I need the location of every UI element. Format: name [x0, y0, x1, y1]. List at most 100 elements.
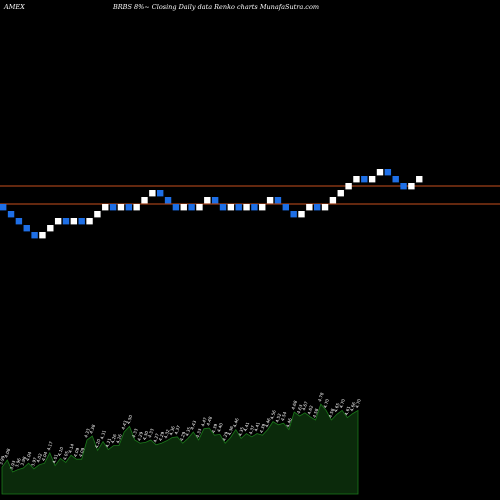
- down-brick-28: [219, 204, 227, 211]
- volume-label-57: 4.67: [301, 400, 309, 411]
- volume-label-29: 4.27: [152, 432, 160, 443]
- volume-label-37: 4.33: [195, 428, 203, 439]
- up-brick-45: [353, 176, 360, 183]
- volume-label-36: 4.43: [189, 420, 197, 431]
- volume-label-44: 4.46: [232, 417, 240, 428]
- volume-label-0: 3.99: [0, 455, 6, 466]
- exchange-label: AMEX: [4, 3, 25, 11]
- up-brick-15: [117, 204, 125, 211]
- up-brick-7: [54, 218, 62, 225]
- renko-bricks: [0, 169, 423, 239]
- volume-label-15: 4.09: [78, 447, 86, 458]
- up-brick-26: [204, 197, 211, 204]
- down-brick-37: [290, 211, 297, 218]
- volume-label-21: 4.26: [110, 433, 118, 444]
- down-brick-35: [274, 197, 282, 204]
- down-brick-49: [384, 169, 392, 176]
- down-brick-2: [15, 218, 23, 225]
- volume-label-51: 4.56: [269, 409, 277, 420]
- up-brick-17: [133, 204, 140, 211]
- down-brick-22: [172, 204, 180, 211]
- volume-label-4: 3.98: [19, 456, 27, 467]
- down-brick-0: [0, 204, 7, 211]
- volume-label-31: 4.32: [163, 428, 171, 439]
- volume-label-14: 4.09: [73, 447, 81, 458]
- up-brick-13: [102, 204, 109, 211]
- up-brick-9: [70, 218, 78, 225]
- up-brick-11: [86, 218, 93, 225]
- volume-label-2: 3.93: [9, 460, 17, 471]
- down-brick-27: [211, 197, 219, 204]
- volume-label-30: 4.29: [158, 431, 166, 442]
- volume-label-56: 4.63: [296, 404, 304, 415]
- volume-label-55: 4.68: [290, 400, 298, 411]
- down-brick-16: [125, 204, 132, 211]
- volume-label-24: 4.50: [126, 414, 134, 425]
- up-brick-48: [376, 169, 384, 176]
- volume-label-50: 4.46: [264, 417, 272, 428]
- volume-label-26: 4.29: [136, 431, 144, 442]
- volume-label-38: 4.47: [200, 416, 208, 427]
- up-brick-33: [259, 204, 266, 211]
- volume-label-19: 4.31: [99, 429, 107, 440]
- volume-label-23: 4.43: [120, 420, 128, 431]
- volume-label-3: 3.96: [14, 457, 22, 468]
- up-brick-43: [337, 190, 344, 197]
- up-brick-41: [321, 204, 329, 211]
- volume-label-5: 4.04: [25, 451, 33, 462]
- volume-label-62: 4.58: [328, 408, 336, 419]
- volume-label-17: 4.38: [88, 424, 96, 435]
- up-brick-23: [180, 204, 187, 211]
- up-brick-47: [368, 176, 376, 183]
- up-brick-42: [329, 197, 337, 204]
- volume-label-7: 4.02: [35, 452, 43, 463]
- volume-area: [1, 403, 359, 495]
- down-brick-3: [23, 225, 30, 232]
- down-brick-36: [282, 204, 289, 211]
- down-brick-10: [78, 218, 85, 225]
- up-brick-31: [243, 204, 250, 211]
- down-brick-46: [361, 176, 368, 183]
- volume-panel: 3.994.083.933.963.984.043.974.024.044.17…: [0, 392, 362, 495]
- down-brick-50: [392, 176, 399, 183]
- volume-label-32: 4.36: [168, 425, 176, 436]
- down-brick-30: [235, 204, 242, 211]
- chart-title: BRBS 8%~ Closing Daily data Renko charts…: [113, 3, 320, 11]
- volume-label-48: 4.41: [253, 421, 261, 432]
- up-brick-39: [306, 204, 313, 211]
- volume-label-63: 4.65: [333, 402, 341, 413]
- volume-label-64: 4.70: [338, 398, 346, 409]
- volume-label-67: 4.70: [354, 398, 362, 409]
- down-brick-4: [31, 232, 38, 239]
- down-brick-40: [314, 204, 321, 211]
- volume-label-66: 4.66: [349, 401, 357, 412]
- volume-label-8: 4.04: [41, 451, 49, 462]
- volume-label-10: 4.01: [51, 453, 59, 464]
- up-brick-12: [94, 211, 101, 218]
- up-brick-25: [196, 204, 203, 211]
- down-brick-14: [109, 204, 117, 211]
- volume-label-53: 4.54: [280, 411, 288, 422]
- down-brick-51: [400, 183, 407, 190]
- volume-label-42: 4.29: [221, 431, 229, 442]
- volume-label-18: 4.20: [94, 438, 102, 449]
- volume-label-27: 4.30: [142, 430, 150, 441]
- volume-label-40: 4.39: [211, 423, 219, 434]
- down-brick-21: [164, 197, 172, 204]
- up-brick-34: [266, 197, 274, 204]
- volume-label-34: 4.29: [179, 431, 187, 442]
- level-lines: [0, 185, 500, 205]
- volume-label-54: 4.46: [285, 417, 293, 428]
- up-brick-52: [408, 183, 415, 190]
- down-brick-24: [188, 204, 195, 211]
- down-brick-1: [7, 211, 15, 218]
- volume-label-47: 4.37: [248, 424, 256, 435]
- up-brick-5: [39, 232, 46, 239]
- up-brick-6: [47, 225, 54, 232]
- volume-label-12: 4.05: [62, 450, 70, 461]
- volume-label-61: 4.70: [322, 398, 330, 409]
- volume-label-6: 3.97: [30, 456, 38, 467]
- volume-label-11: 4.10: [57, 446, 65, 457]
- volume-label-9: 4.17: [46, 440, 54, 451]
